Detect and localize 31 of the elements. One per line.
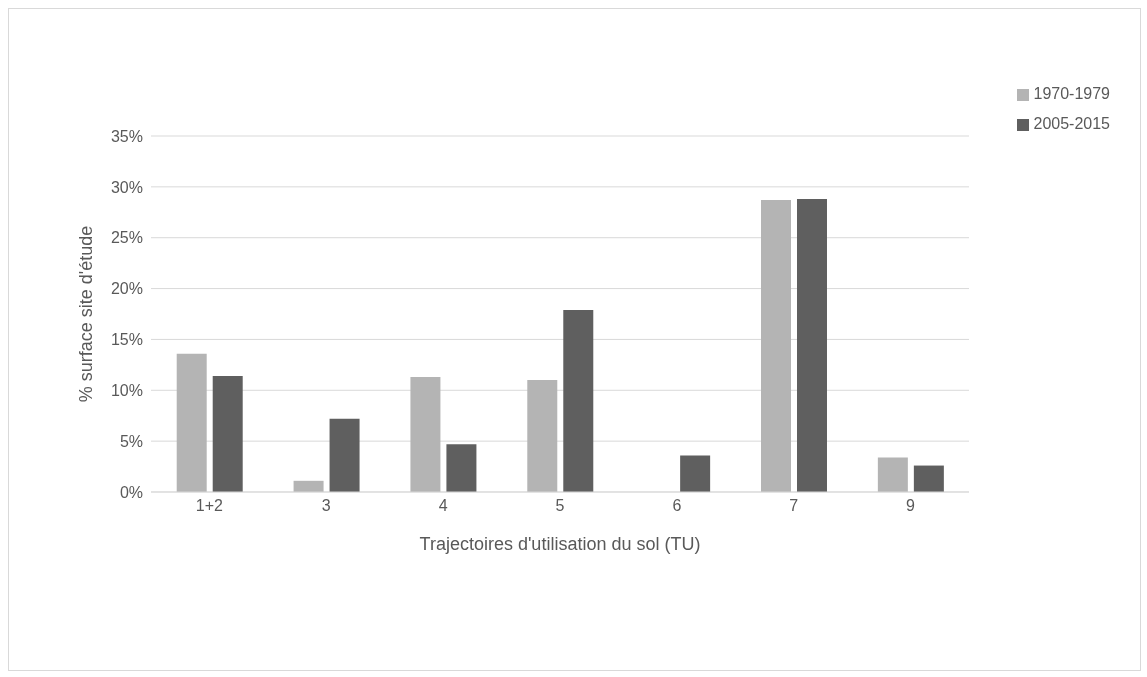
bar <box>176 353 207 492</box>
bar <box>212 376 243 492</box>
x-tick-label: 6 <box>672 497 682 515</box>
bar <box>760 200 791 492</box>
x-tick-label: 4 <box>438 497 448 515</box>
legend-label: 1970-1979 <box>1033 85 1110 102</box>
y-tick-label: 10% <box>110 381 143 399</box>
legend-label: 2005-2015 <box>1033 115 1110 132</box>
y-tick-label: 35% <box>110 127 143 145</box>
y-tick-label: 15% <box>110 331 143 349</box>
bar <box>329 418 360 492</box>
y-tick-label: 25% <box>110 229 143 247</box>
bar <box>796 199 827 492</box>
x-tick-label: 5 <box>555 497 565 515</box>
x-tick-label: 1+2 <box>195 497 224 515</box>
bar <box>527 380 558 492</box>
x-axis-title: Trajectoires d'utilisation du sol (TU) <box>419 534 701 554</box>
bar <box>877 457 908 492</box>
bar <box>680 455 711 492</box>
x-tick-label: 3 <box>321 497 331 515</box>
y-tick-label: 20% <box>110 280 143 298</box>
x-tick-label: 9 <box>906 497 916 515</box>
y-tick-label: 30% <box>110 178 143 196</box>
bar <box>563 309 594 492</box>
y-tick-label: 0% <box>119 483 143 501</box>
y-tick-label: 5% <box>119 432 143 450</box>
y-axis-title: % surface site d'étude <box>76 225 97 403</box>
bar <box>410 377 441 492</box>
x-tick-label: 7 <box>789 497 799 515</box>
bar <box>446 444 477 492</box>
bar <box>913 465 944 492</box>
